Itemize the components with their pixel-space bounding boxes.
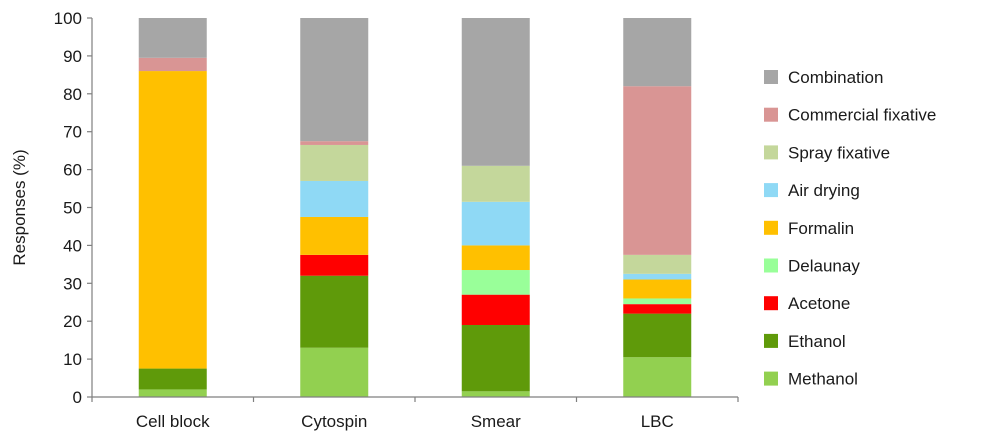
bar-segment-cytospin-acetone — [300, 254, 369, 276]
legend-swatch — [764, 220, 778, 235]
y-axis-title: Responses (%) — [10, 149, 29, 265]
legend-label: Acetone — [788, 294, 850, 313]
bar-segment-cytospin-methanol — [300, 347, 369, 397]
bar-segment-cell-block-formalin — [138, 71, 207, 369]
bar-segment-cytospin-commercial-fixative — [300, 141, 369, 145]
bar-segment-lbc-combination — [623, 18, 692, 87]
bar-segment-smear-formalin — [461, 245, 530, 271]
bar-segment-smear-ethanol — [461, 324, 530, 392]
y-tick-label: 60 — [63, 161, 82, 180]
bar-segment-smear-air-drying — [461, 201, 530, 246]
bar-segment-cell-block-commercial-fixative — [138, 57, 207, 72]
bar-segment-lbc-methanol — [623, 357, 692, 397]
legend-label: Spray fixative — [788, 143, 890, 162]
y-tick-label: 0 — [73, 388, 82, 407]
bar-segment-cell-block-combination — [138, 18, 207, 58]
legend-swatch — [764, 183, 778, 198]
bar-segment-smear-spray-fixative — [461, 165, 530, 202]
legend-swatch — [764, 333, 778, 348]
x-tick-label: Cytospin — [301, 412, 367, 431]
bar-segment-cytospin-ethanol — [300, 275, 369, 348]
legend-swatch — [764, 258, 778, 273]
bar-segment-lbc-air-drying — [623, 273, 692, 280]
bar-segment-lbc-acetone — [623, 304, 692, 314]
y-tick-label: 50 — [63, 199, 82, 218]
legend-label: Delaunay — [788, 257, 860, 276]
legend-label: Formalin — [788, 219, 854, 238]
bar-segment-cytospin-air-drying — [300, 180, 369, 217]
y-tick-label: 40 — [63, 236, 82, 255]
bar-segment-smear-methanol — [461, 391, 530, 397]
bar-segment-lbc-ethanol — [623, 313, 692, 358]
bar-segment-lbc-spray-fixative — [623, 254, 692, 274]
y-tick-label: 80 — [63, 85, 82, 104]
y-tick-label: 10 — [63, 350, 82, 369]
bar-segment-cell-block-ethanol — [138, 368, 207, 390]
bars-group — [138, 18, 692, 397]
legend-label: Methanol — [788, 370, 858, 389]
y-tick-label: 30 — [63, 274, 82, 293]
y-tick-label: 100 — [54, 9, 82, 28]
bar-segment-smear-combination — [461, 18, 530, 166]
legend-swatch — [764, 296, 778, 311]
bar-segment-cell-block-methanol — [138, 389, 207, 397]
x-tick-label: LBC — [641, 412, 674, 431]
bar-segment-cytospin-formalin — [300, 216, 369, 255]
y-tick-label: 90 — [63, 47, 82, 66]
legend-label: Ethanol — [788, 332, 846, 351]
x-tick-label: Cell block — [136, 412, 210, 431]
bar-segment-lbc-delaunay — [623, 298, 692, 305]
legend-label: Commercial fixative — [788, 106, 936, 125]
legend: Combination Commercial fixative Spray fixa… — [764, 68, 936, 389]
y-tick-label: 70 — [63, 123, 82, 142]
bar-segment-lbc-commercial-fixative — [623, 86, 692, 255]
legend-label: Combination — [788, 68, 883, 87]
y-tick-label: 20 — [63, 312, 82, 331]
bar-segment-cytospin-combination — [300, 18, 369, 142]
x-tick-label: Smear — [471, 412, 521, 431]
axes-group: 0 10 20 30 40 50 60 70 80 90 100 Cell block Cytospin… — [54, 9, 739, 431]
legend-swatch — [764, 107, 778, 122]
bar-segment-smear-delaunay — [461, 270, 530, 295]
bar-segment-lbc-formalin — [623, 279, 692, 299]
legend-label: Air drying — [788, 181, 860, 200]
legend-swatch — [764, 145, 778, 160]
bar-segment-cytospin-spray-fixative — [300, 144, 369, 181]
bar-segment-smear-acetone — [461, 294, 530, 325]
legend-swatch — [764, 70, 778, 84]
legend-swatch — [764, 371, 778, 386]
